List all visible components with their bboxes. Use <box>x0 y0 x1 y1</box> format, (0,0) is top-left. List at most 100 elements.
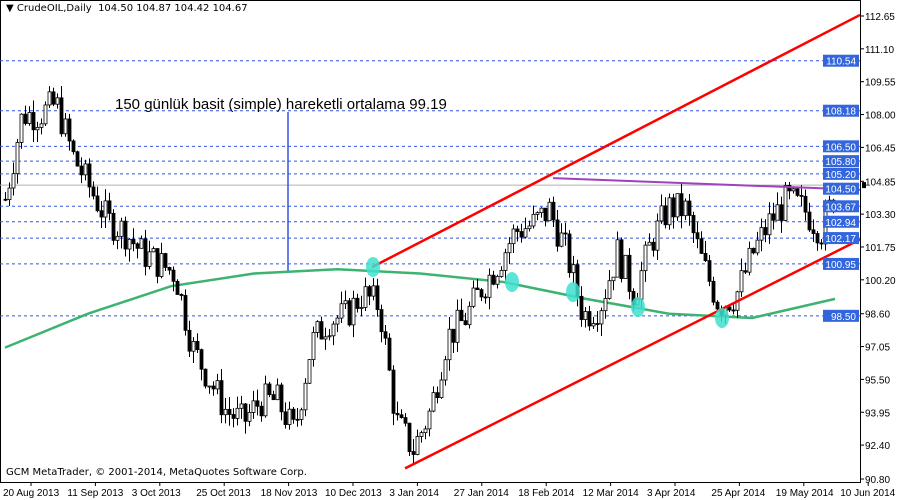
candle <box>795 187 800 197</box>
candle-body <box>691 215 696 234</box>
candle-body <box>287 408 292 426</box>
candle-body <box>455 309 460 343</box>
ma-touch-marker <box>566 282 580 302</box>
candle <box>743 262 748 275</box>
candle <box>267 381 272 398</box>
candle-body <box>427 410 432 430</box>
candle <box>443 355 448 386</box>
y-tick-label: 100.20 <box>865 276 896 287</box>
candle-body <box>731 309 736 312</box>
symbol-label: CrudeOIL,Daily <box>16 3 92 14</box>
chart-header: ▼ CrudeOIL,Daily 104.50 104.87 104.42 10… <box>6 3 248 14</box>
candle <box>775 192 780 221</box>
candle <box>383 325 388 345</box>
candle-body <box>595 323 600 325</box>
candle-body <box>583 311 588 320</box>
candle-body <box>607 280 612 299</box>
candle <box>455 299 460 352</box>
candle-body <box>415 436 420 455</box>
candle-body <box>171 269 176 282</box>
collapse-triangle-icon[interactable]: ▼ <box>6 3 14 14</box>
ma-touch-marker <box>366 257 380 277</box>
y-tick-label: 98.60 <box>865 310 890 321</box>
candle-body <box>471 287 476 307</box>
candle <box>227 397 232 426</box>
candle <box>819 238 824 250</box>
candle <box>211 381 216 396</box>
candle <box>683 198 688 221</box>
candle <box>139 235 144 249</box>
candle <box>419 430 424 443</box>
candle-body <box>543 207 548 222</box>
candle <box>399 409 404 419</box>
candle <box>507 237 512 265</box>
candle <box>279 382 284 421</box>
candle <box>243 402 248 434</box>
candle <box>767 202 772 244</box>
candle <box>3 192 8 202</box>
candle <box>235 396 240 426</box>
candle-body <box>95 195 100 212</box>
candle <box>307 359 312 385</box>
candle <box>695 222 700 249</box>
candle <box>163 252 168 271</box>
candle <box>547 198 552 222</box>
candle-body <box>399 414 404 418</box>
candle-body <box>643 244 648 272</box>
y-tick-label: 108.00 <box>865 111 896 122</box>
x-tick-label: 3 Jan 2014 <box>389 488 439 499</box>
candle <box>467 301 472 329</box>
candle-body <box>327 335 332 338</box>
candle-body <box>359 307 364 309</box>
candle <box>531 205 536 229</box>
candle-body <box>343 300 348 305</box>
candle <box>395 401 400 421</box>
candle <box>175 279 180 295</box>
candle-body <box>615 239 620 278</box>
candle-body <box>315 321 320 333</box>
candle-body <box>299 409 304 420</box>
candle <box>287 401 292 430</box>
candle-body <box>535 212 540 215</box>
candle-body <box>683 200 688 217</box>
candle-body <box>531 213 536 227</box>
x-tick-label: 11 Sep 2013 <box>67 488 123 499</box>
candle-body <box>63 118 68 135</box>
level-label: 100.95 <box>825 260 856 271</box>
candle <box>583 307 588 328</box>
candle <box>67 113 72 151</box>
candle <box>643 241 648 282</box>
candle-body <box>247 412 252 422</box>
candle-body <box>391 369 396 414</box>
candle <box>231 408 236 428</box>
candle <box>311 326 316 367</box>
candle-body <box>703 253 708 261</box>
candle <box>363 277 368 311</box>
candle-body <box>19 113 24 143</box>
candle-body <box>127 238 132 250</box>
candle <box>511 224 516 254</box>
y-tick-label: 112.65 <box>865 12 895 23</box>
candle <box>103 189 108 228</box>
candle-body <box>235 407 240 419</box>
candle-body <box>211 385 216 390</box>
candle <box>291 406 296 424</box>
x-tick-label: 3 Oct 2013 <box>132 488 181 499</box>
candle-body <box>335 317 340 325</box>
candle-body <box>463 320 468 326</box>
candle <box>259 401 264 422</box>
candle-body <box>443 359 448 381</box>
candle <box>791 187 796 194</box>
candle-body <box>263 383 268 417</box>
candle-body <box>51 91 56 105</box>
y-tick-label: 103.30 <box>865 210 896 221</box>
candle <box>811 219 816 243</box>
candle <box>11 162 16 196</box>
candle <box>527 220 532 232</box>
candle <box>223 397 228 424</box>
candle <box>807 202 812 232</box>
candle <box>799 185 804 207</box>
candle <box>615 231 620 278</box>
candle <box>319 316 324 340</box>
